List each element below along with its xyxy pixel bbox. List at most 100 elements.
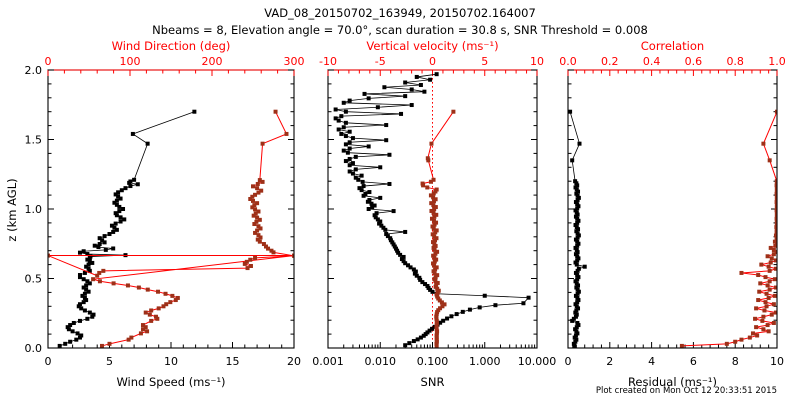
data-point-vertical-velocity — [431, 195, 436, 200]
data-point-snr — [350, 171, 355, 176]
x-tick-label-top: -5 — [375, 55, 386, 68]
data-point-correlation — [756, 273, 761, 278]
data-point-residual — [574, 337, 579, 342]
data-point-correlation — [773, 258, 777, 263]
data-point-wind-direction — [153, 314, 158, 319]
data-point-vertical-velocity — [434, 327, 439, 332]
data-point-wind-speed — [128, 184, 133, 189]
data-point-residual — [573, 270, 578, 275]
data-point-wind-direction — [244, 259, 249, 264]
data-point-wind-direction — [156, 289, 161, 294]
data-point-correlation — [761, 141, 766, 146]
data-point-snr — [375, 217, 380, 222]
data-point-correlation — [775, 109, 777, 114]
data-point-wind-speed — [97, 242, 102, 247]
data-point-wind-direction — [145, 329, 150, 334]
data-point-vertical-velocity — [434, 312, 439, 317]
data-point-residual — [571, 341, 576, 346]
data-point-wind-speed — [79, 333, 84, 338]
data-point-wind-speed — [114, 198, 119, 203]
data-point-snr — [418, 277, 423, 282]
data-point-correlation — [767, 158, 772, 163]
y-tick-label: 2.0 — [25, 64, 43, 77]
data-point-correlation — [757, 289, 762, 294]
data-point-snr — [353, 167, 358, 172]
data-point-wind-speed — [86, 266, 91, 271]
data-point-wind-direction — [251, 198, 255, 203]
data-point-wind-speed — [130, 131, 135, 136]
data-point-snr — [425, 284, 430, 289]
data-point-wind-direction — [101, 268, 106, 273]
data-point-residual — [574, 225, 579, 230]
data-point-correlation — [766, 329, 771, 334]
data-point-snr — [362, 91, 367, 96]
data-point-residual — [574, 248, 579, 252]
data-point-wind-speed — [100, 238, 105, 243]
data-point-vertical-velocity — [428, 193, 433, 198]
data-point-snr — [418, 335, 423, 340]
x-tick-label-bottom: 0.001 — [312, 355, 344, 368]
data-point-snr — [414, 273, 419, 278]
data-point-wind-direction — [251, 213, 256, 218]
data-point-correlation — [765, 283, 770, 288]
data-point-residual — [573, 333, 578, 338]
data-point-wind-speed — [112, 200, 117, 205]
data-point-snr — [367, 190, 372, 195]
data-point-wind-speed — [116, 190, 121, 195]
data-point-residual — [575, 250, 580, 255]
data-point-residual — [575, 300, 580, 305]
data-point-wind-speed — [77, 250, 82, 255]
data-point-wind-speed — [119, 188, 124, 193]
data-point-wind-speed — [85, 257, 90, 262]
data-point-snr — [366, 207, 371, 211]
data-point-correlation — [724, 341, 729, 346]
data-point-residual — [574, 229, 579, 234]
data-point-wind-direction — [263, 244, 268, 249]
data-point-residual — [576, 233, 581, 238]
data-point-snr — [353, 175, 358, 180]
data-point-correlation — [771, 248, 776, 252]
data-point-wind-speed — [128, 179, 133, 184]
data-point-correlation — [764, 304, 769, 309]
data-point-wind-speed — [84, 283, 89, 288]
data-point-wind-speed — [81, 300, 86, 305]
data-point-vertical-velocity — [420, 181, 425, 186]
data-point-wind-speed — [84, 287, 89, 292]
data-point-snr — [403, 229, 408, 234]
data-point-residual — [575, 291, 580, 296]
data-point-wind-direction — [145, 287, 150, 292]
data-point-residual — [575, 183, 580, 188]
x-tick-label-bottom: 8 — [732, 355, 739, 368]
data-point-residual — [574, 181, 579, 186]
data-point-correlation — [747, 335, 752, 340]
data-point-wind-speed — [117, 204, 122, 209]
data-point-wind-speed — [63, 341, 68, 346]
data-point-wind-speed — [77, 318, 82, 323]
data-point-wind-speed — [132, 177, 137, 182]
data-point-wind-speed — [90, 260, 95, 265]
x-tick-label-bottom: 0 — [45, 355, 52, 368]
data-point-residual — [574, 304, 579, 309]
data-point-residual — [573, 260, 578, 265]
data-point-wind-speed — [87, 268, 92, 273]
data-point-wind-direction — [91, 277, 96, 282]
data-point-correlation — [763, 300, 768, 305]
data-point-snr — [521, 301, 526, 306]
data-point-snr — [392, 244, 397, 249]
data-point-residual — [575, 216, 580, 221]
data-point-correlation — [775, 197, 777, 202]
data-point-residual — [572, 335, 577, 340]
data-point-wind-direction — [256, 224, 261, 229]
y-tick-label: 0.0 — [25, 342, 43, 355]
data-point-wind-direction — [129, 335, 134, 340]
data-point-correlation — [775, 189, 777, 194]
data-point-snr — [370, 205, 375, 210]
data-point-residual — [576, 218, 581, 223]
data-point-vertical-velocity — [434, 228, 439, 233]
data-point-snr — [341, 100, 346, 105]
data-point-correlation — [764, 291, 769, 296]
data-point-vertical-velocity — [434, 236, 439, 241]
data-point-wind-speed — [57, 343, 62, 348]
data-point-snr — [375, 105, 380, 110]
data-point-wind-speed — [114, 227, 119, 232]
